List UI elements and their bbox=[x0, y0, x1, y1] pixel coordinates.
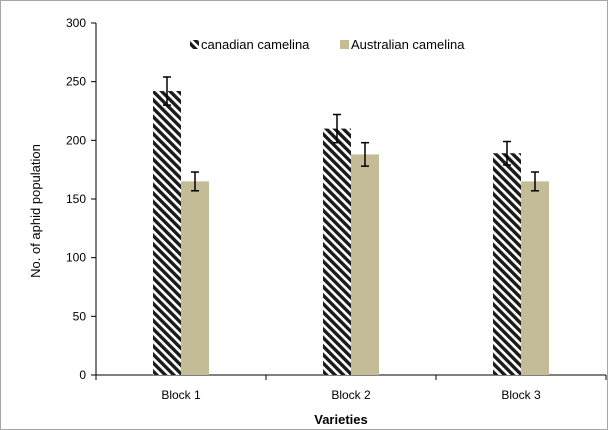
error-bar bbox=[503, 140, 511, 166]
y-tick-label: 150 bbox=[66, 192, 86, 206]
bar-canadian-2 bbox=[323, 128, 351, 375]
bar-canadian-3 bbox=[493, 153, 521, 375]
x-tick-label: Block 2 bbox=[331, 388, 371, 402]
y-tick-label: 50 bbox=[73, 309, 87, 323]
y-axis-title: No. of aphid population bbox=[28, 144, 43, 278]
error-bar bbox=[531, 171, 539, 192]
y-tick-label: 200 bbox=[66, 133, 86, 147]
labels: 0 50 100 150 200 250 300 Block 1 Block 2 Block 3 V… bbox=[28, 16, 541, 427]
bar-australian-2 bbox=[351, 154, 379, 375]
x-axis-title: Varieties bbox=[314, 412, 368, 427]
error-bar bbox=[163, 76, 171, 106]
y-tick-label: 250 bbox=[66, 75, 86, 89]
legend: canadian camelina Australian camelina bbox=[190, 37, 465, 52]
legend-label-australian: Australian camelina bbox=[351, 37, 465, 52]
y-tick-label: 300 bbox=[66, 16, 86, 30]
bar-australian-1 bbox=[181, 181, 209, 375]
legend-swatch-canadian bbox=[190, 40, 199, 49]
bars bbox=[153, 91, 549, 375]
error-bar bbox=[333, 113, 341, 144]
error-bar bbox=[191, 171, 199, 192]
bar-canadian-1 bbox=[153, 91, 181, 375]
x-tick-label: Block 3 bbox=[501, 388, 541, 402]
y-tick-label: 0 bbox=[79, 368, 86, 382]
y-tick-label: 100 bbox=[66, 251, 86, 265]
error-bars bbox=[163, 76, 539, 192]
x-tick-label: Block 1 bbox=[161, 388, 201, 402]
error-bar bbox=[361, 141, 369, 167]
legend-label-canadian: canadian camelina bbox=[201, 37, 310, 52]
bar-australian-3 bbox=[521, 181, 549, 375]
legend-swatch-australian bbox=[340, 40, 349, 49]
